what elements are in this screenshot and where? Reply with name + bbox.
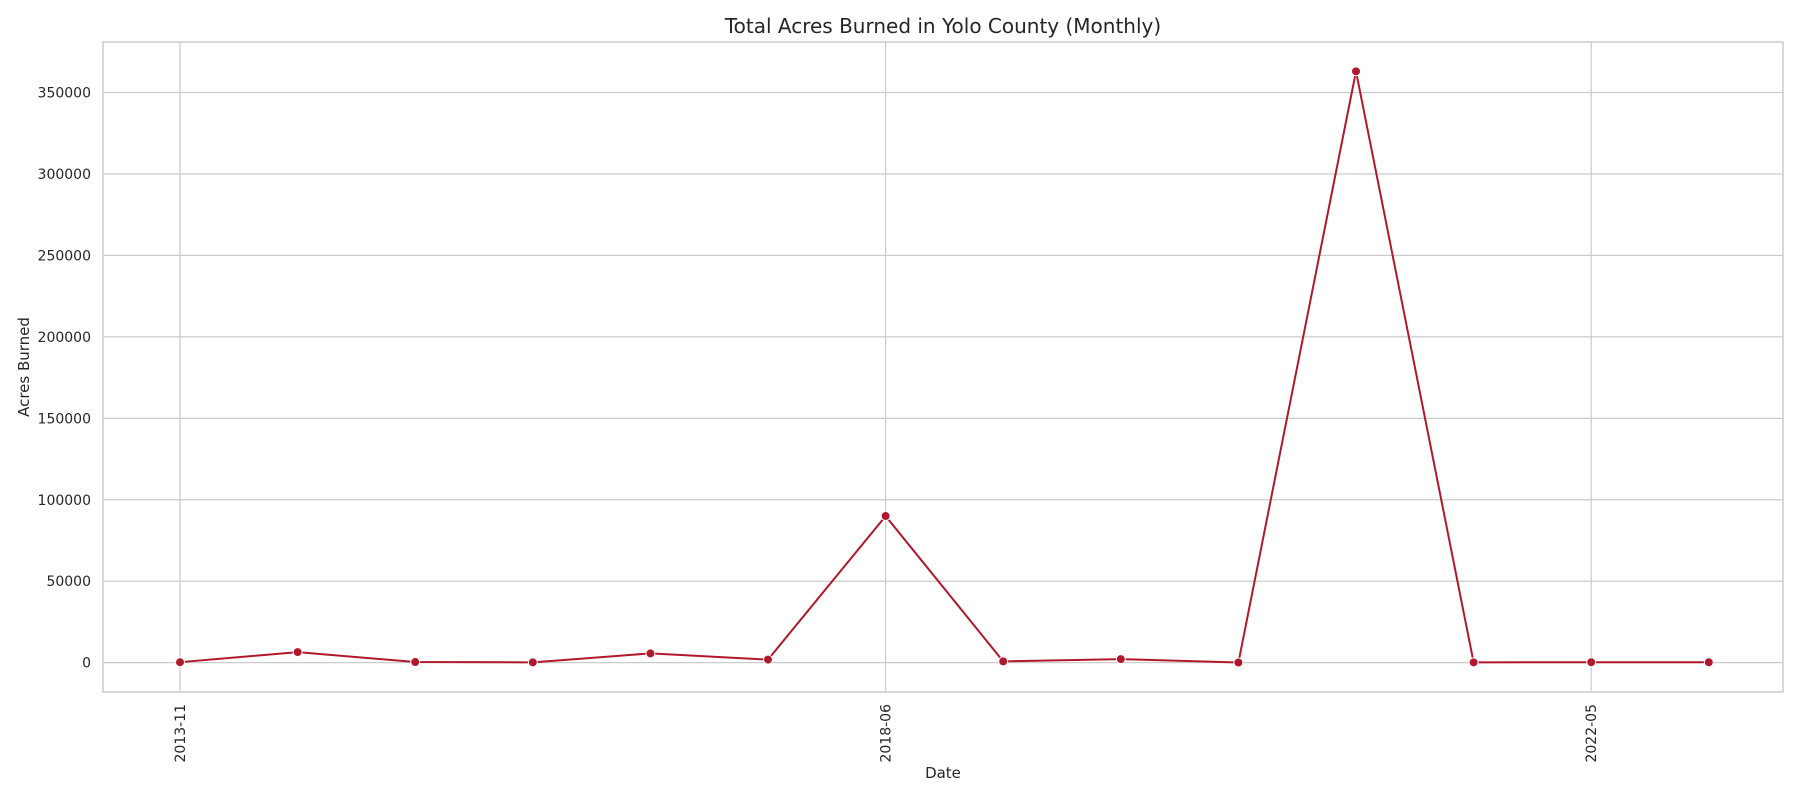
x-tick-label: 2022-05 [1584, 704, 1600, 763]
data-point [1703, 657, 1714, 668]
data-point [1115, 654, 1126, 665]
y-axis-label: Acres Burned [15, 317, 33, 417]
grid-layer [103, 42, 1783, 692]
data-point [527, 657, 538, 668]
y-tick-label: 100000 [38, 493, 91, 509]
y-tick-label: 50000 [46, 574, 91, 590]
y-tick-label: 0 [82, 656, 91, 672]
series-layer [175, 66, 1714, 668]
plot-frame [102, 41, 1784, 693]
chart-title: Total Acres Burned in Yolo County (Month… [724, 14, 1161, 38]
y-tick-label: 300000 [38, 167, 91, 183]
x-tick-label: 2018-06 [879, 704, 895, 763]
data-point [1351, 66, 1361, 77]
data-point [1468, 657, 1479, 668]
data-point [1586, 657, 1597, 668]
tick-label-layer: 0 50000 100000 150000 200000 250000 300000 3500… [38, 86, 1601, 763]
series-line [179, 71, 1709, 664]
data-point [292, 647, 303, 658]
data-point [880, 511, 891, 522]
x-tick-label: 2013-11 [173, 704, 189, 763]
data-point [175, 657, 185, 668]
data-point [1233, 657, 1244, 668]
data-point [998, 656, 1009, 667]
data-point [645, 648, 656, 659]
y-tick-label: 350000 [38, 86, 91, 102]
data-point [763, 654, 773, 665]
y-tick-label: 250000 [38, 248, 91, 264]
x-axis-label: Date [925, 764, 961, 782]
data-point [410, 657, 421, 668]
y-tick-label: 200000 [38, 330, 91, 346]
y-tick-label: 150000 [38, 411, 91, 427]
